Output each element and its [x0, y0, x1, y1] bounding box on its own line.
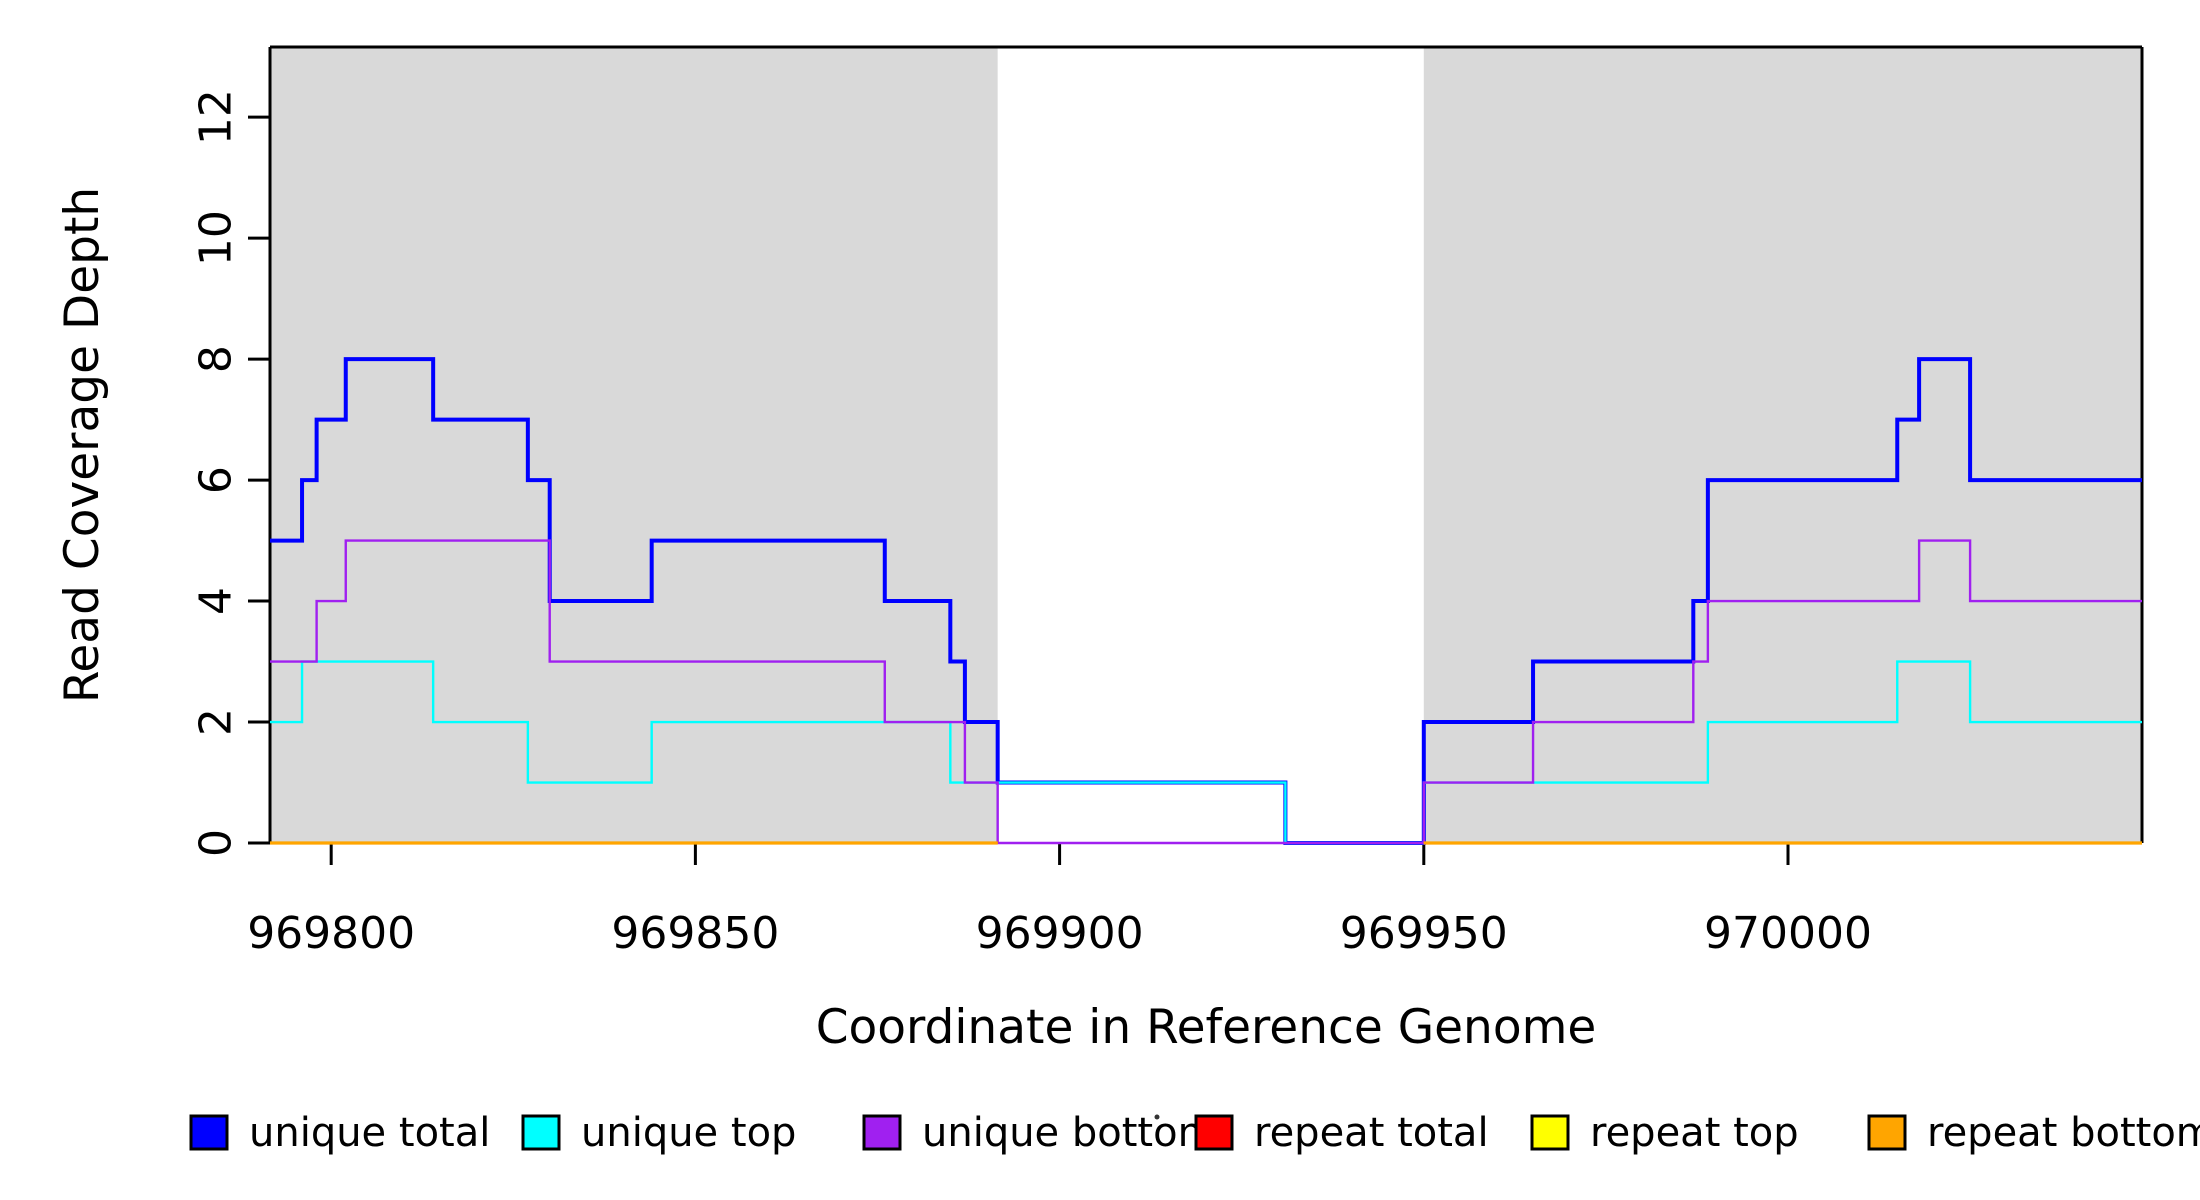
coverage-step-lines	[270, 357, 2142, 845]
y-tick-label: 8	[190, 345, 241, 373]
legend-label: unique top	[581, 1110, 796, 1156]
legend-label: repeat top	[1590, 1110, 1799, 1156]
series-unique-total	[270, 357, 2142, 845]
legend-item-repeat-total: repeat total	[1194, 1110, 1489, 1156]
x-tick-label: 969800	[247, 908, 415, 959]
x-tick-label: 969850	[611, 908, 779, 959]
plot-box	[268, 45, 2144, 843]
legend: unique total unique top unique bottom repea…	[189, 1110, 2200, 1156]
legend-swatch	[862, 1114, 902, 1151]
shaded-regions	[270, 47, 2142, 843]
legend-item-unique-bottom: unique bottom	[862, 1110, 1217, 1156]
x-axis-title: Coordinate in Reference Genome	[816, 1000, 1597, 1055]
legend-label: unique bottom	[922, 1110, 1217, 1156]
legend-swatch	[1530, 1114, 1570, 1151]
shaded-region	[270, 47, 998, 843]
x-tick-label: 969900	[976, 908, 1144, 959]
legend-label: repeat bottom	[1927, 1110, 2200, 1156]
legend-swatch	[521, 1114, 561, 1151]
x-tick-label: 969950	[1340, 908, 1508, 959]
legend-item-repeat-top: repeat top	[1530, 1110, 1799, 1156]
legend-swatch	[1867, 1114, 1907, 1151]
y-axis-title: Read Coverage Depth	[55, 187, 110, 703]
y-tick-label: 2	[190, 708, 241, 736]
y-tick-label: 6	[190, 466, 241, 494]
stray-dot-artifact	[1154, 1114, 1160, 1120]
y-tick-label: 0	[190, 829, 241, 857]
legend-swatch	[1194, 1114, 1234, 1151]
y-tick-label: 4	[190, 587, 241, 615]
legend-swatch	[189, 1114, 229, 1151]
legend-label: repeat total	[1254, 1110, 1489, 1156]
legend-item-repeat-bottom: repeat bottom	[1867, 1110, 2200, 1156]
axes: 969800 969850 969900 969950 970000 0 2 4 6 8 10 12	[190, 89, 1872, 959]
y-tick-label: 10	[190, 210, 241, 266]
series-unique-top	[270, 660, 2142, 845]
legend-label: unique total	[249, 1110, 490, 1156]
legend-item-unique-total: unique total	[189, 1110, 490, 1156]
shaded-region	[1423, 47, 2142, 843]
y-tick-label: 12	[190, 89, 241, 145]
legend-item-unique-top: unique top	[521, 1110, 796, 1156]
series-unique-bottom	[270, 539, 2142, 845]
x-tick-label: 970000	[1704, 908, 1872, 959]
